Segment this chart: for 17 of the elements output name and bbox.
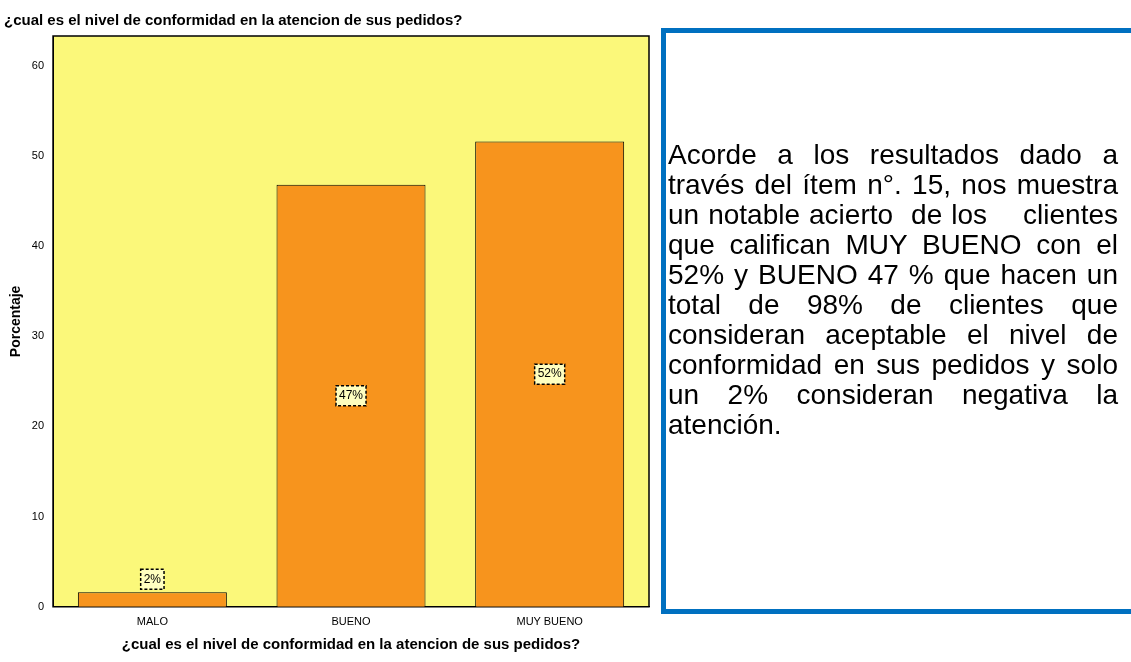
data-label: 47% [339,388,364,403]
y-tick-label: 60 [31,58,45,71]
chart-title: ¿cual es el nivel de conformidad en la atencion de sus pedidos? [4,11,463,29]
y-tick-label: 20 [31,419,45,432]
data-label: 52% [537,366,562,381]
text: Acorde a los resultados dado a través del ítem n°. 15, nos muestra un notable acierto de los clientes que califican MUY BUENO con el 52% y BUENO 47 % que hacen un total de 98% de clientes que consideran aceptable el nivel de conformidad en sus pedidos y solo un 2% consideran negativa la atención. [668,139,1118,440]
x-tick-label: MALO [136,615,169,628]
y-tick-label: 50 [31,148,45,161]
y-axis-title: Porcentaje [7,285,24,358]
data-label: 2% [143,571,162,586]
y-tick-label: 0 [37,599,45,612]
y-tick-label: 10 [31,509,45,522]
x-tick-label: BUENO [331,615,372,628]
y-tick-label: 40 [31,239,45,252]
x-tick-label: MUY BUENO [516,615,584,628]
y-tick-label: 30 [31,329,45,342]
x-axis-title: ¿cual es el nivel de conformidad en la atencion de sus pedidos? [121,635,581,653]
